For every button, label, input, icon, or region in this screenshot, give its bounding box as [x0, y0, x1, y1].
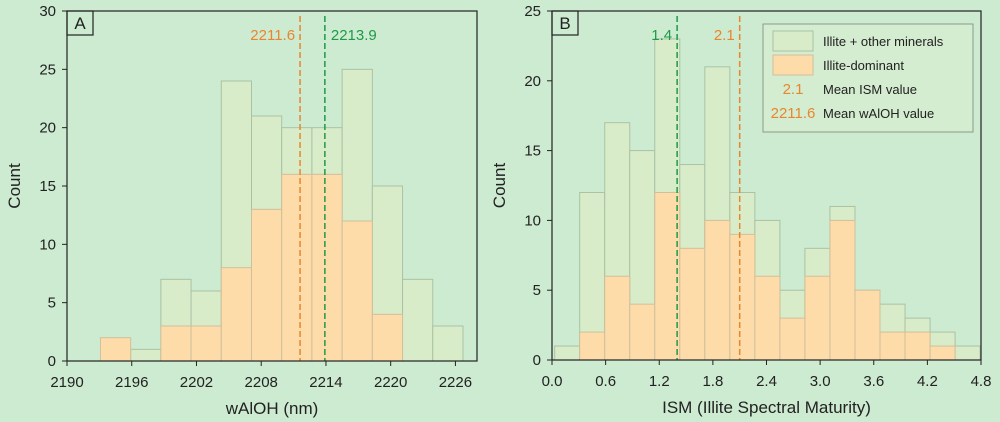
y-tick-label: 25 — [524, 3, 541, 20]
y-axis-label: Count — [490, 163, 509, 209]
bar-illite-dominant — [704, 219, 731, 361]
panel-b-histogram: 1.4 2.1 0 5 10 15 20 25 0.0 0.6 1.2 1.8 2.4 3.0 3.6 4.2… — [490, 3, 991, 417]
x-tick-label: 2196 — [115, 374, 148, 391]
legend-swatch-illite-dominant — [772, 54, 814, 76]
legend-marker-text: 2211.6 — [771, 105, 816, 122]
legend-label: Mean wAlOH value — [823, 106, 934, 121]
y-tick-label: 25 — [39, 61, 56, 78]
mean-label-green: 2213.9 — [331, 27, 377, 44]
legend: Illite + other minerals Illite-dominant 2.… — [762, 23, 974, 133]
bar-illite-dominant — [654, 191, 681, 361]
y-tick-label: 10 — [39, 236, 56, 253]
y-tick-label: 0 — [48, 353, 56, 370]
panel-a-label: A — [74, 14, 86, 33]
panel-letter-box — [66, 10, 94, 36]
bar-illite-dominant — [99, 337, 132, 362]
y-tick-label: 5 — [48, 295, 56, 312]
x-tick-label: 2.4 — [756, 373, 777, 390]
bar-illite-dominant — [281, 173, 313, 362]
bar-illite-other — [554, 345, 581, 361]
bar-illite-dominant — [371, 313, 404, 362]
legend-label: Mean ISM value — [823, 82, 917, 97]
x-tick-label: 2208 — [245, 374, 278, 391]
x-axis-label: ISM (Illite Spectral Maturity) — [662, 398, 871, 417]
bar-illite-dominant — [579, 331, 606, 361]
y-tick-label: 20 — [524, 73, 541, 90]
y-tick-label: 0 — [533, 352, 541, 369]
x-tick-label: 1.8 — [702, 373, 723, 390]
bar-illite-dominant — [311, 173, 343, 362]
x-tick-label: 4.8 — [971, 373, 992, 390]
x-tick-label: 0.0 — [542, 373, 563, 390]
bar-illite-dominant — [779, 317, 806, 361]
x-tick-label: 3.6 — [863, 373, 884, 390]
panel-letter-box — [551, 10, 579, 36]
x-tick-label: 1.2 — [649, 373, 670, 390]
bar-illite-dominant — [604, 275, 631, 361]
legend-label: Illite-dominant — [823, 58, 904, 73]
y-tick-label: 20 — [39, 120, 56, 137]
x-tick-label: 4.2 — [917, 373, 938, 390]
y-tick-label: 30 — [39, 3, 56, 20]
bar-illite-dominant — [929, 345, 956, 361]
bar-illite-dominant — [160, 325, 192, 362]
bar-illite-dominant — [879, 331, 906, 361]
bar-illite-dominant — [754, 275, 781, 361]
bar-illite-other — [402, 278, 434, 362]
bar-illite-dominant — [629, 303, 656, 361]
panel-b-label: B — [559, 14, 570, 33]
y-tick-label: 10 — [524, 212, 541, 229]
bar-illite-dominant — [251, 208, 283, 362]
legend-label: Illite + other minerals — [823, 34, 944, 49]
bar-illite-dominant — [220, 267, 252, 362]
bar-illite-other — [432, 325, 464, 362]
x-tick-label: 2202 — [180, 374, 213, 391]
legend-marker-text: 2.1 — [783, 81, 804, 98]
x-tick-label: 3.0 — [810, 373, 831, 390]
bar-illite-dominant — [829, 219, 856, 361]
panel-a-histogram: 2211.6 2213.9 0 5 10 15 20 25 30 2190 2196 2202 2208… — [5, 3, 478, 418]
y-tick-label: 5 — [533, 282, 541, 299]
bar-illite-other — [130, 348, 162, 362]
mean-label-green: 1.4 — [651, 27, 672, 44]
bar-illite-dominant — [729, 233, 756, 361]
legend-swatch-illite-other — [772, 30, 814, 52]
bar-illite-dominant — [804, 275, 831, 361]
bar-illite-dominant — [679, 247, 706, 361]
bar-illite-other — [954, 345, 981, 361]
x-tick-label: 2226 — [439, 374, 472, 391]
mean-label-orange: 2211.6 — [250, 27, 295, 44]
x-tick-label: 2220 — [374, 374, 407, 391]
mean-label-orange: 2.1 — [714, 27, 735, 44]
x-tick-label: 2190 — [50, 374, 83, 391]
bar-illite-dominant — [904, 331, 931, 361]
bar-illite-dominant — [854, 289, 881, 361]
y-tick-label: 15 — [524, 143, 541, 160]
y-axis-label: Count — [5, 163, 24, 209]
x-tick-label: 0.6 — [595, 373, 616, 390]
y-tick-label: 15 — [39, 178, 56, 195]
x-axis-label: wAlOH (nm) — [225, 399, 319, 418]
bar-illite-dominant — [190, 325, 222, 362]
bar-illite-dominant — [341, 220, 373, 362]
x-tick-label: 2214 — [309, 374, 342, 391]
